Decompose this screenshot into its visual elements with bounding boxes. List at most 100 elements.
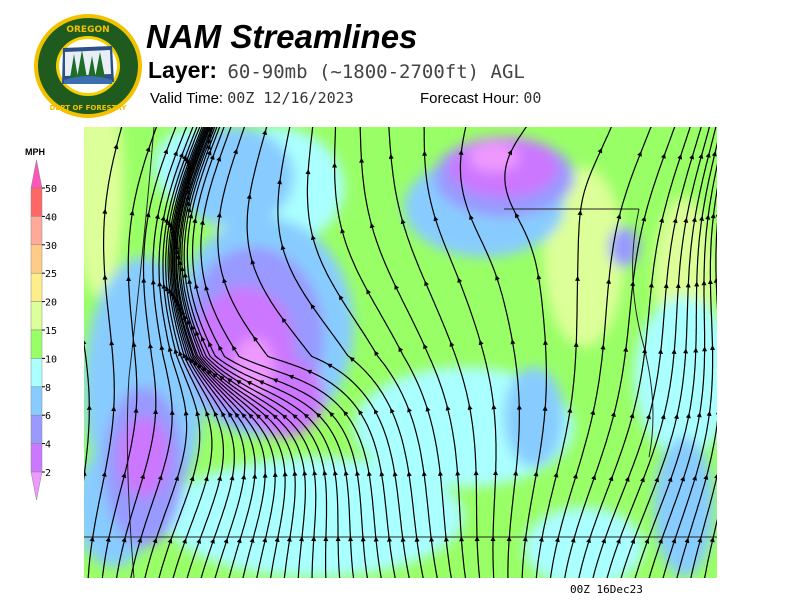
streamline-arrow bbox=[553, 472, 559, 478]
streamline-arrow bbox=[644, 538, 650, 544]
streamline-arrow bbox=[140, 473, 145, 480]
streamline-arrow bbox=[340, 227, 346, 234]
streamline-arrow bbox=[169, 409, 175, 415]
streamline-arrow bbox=[228, 411, 233, 418]
streamline-arrow bbox=[178, 350, 183, 357]
streamline-arrow bbox=[358, 409, 364, 416]
streamline-arrow bbox=[216, 212, 222, 218]
streamline-arrow bbox=[226, 378, 233, 383]
streamline-arrow bbox=[263, 414, 270, 420]
streamline-arrow bbox=[189, 475, 195, 482]
wind-speed-region bbox=[234, 337, 274, 397]
streamline-arrow bbox=[277, 179, 283, 185]
streamline-arrow bbox=[406, 471, 412, 477]
streamline-arrow bbox=[458, 149, 464, 155]
streamline-arrow bbox=[457, 277, 463, 283]
streamline-arrow bbox=[210, 538, 215, 544]
streamline-arrow bbox=[109, 340, 115, 346]
streamline-arrow bbox=[323, 536, 329, 542]
streamline-arrow bbox=[667, 476, 673, 483]
streamline bbox=[535, 127, 612, 578]
state-borders bbox=[84, 127, 717, 578]
legend-tick-label: 6 bbox=[45, 411, 51, 422]
streamline-arrow bbox=[570, 537, 576, 543]
streamline-arrow bbox=[388, 153, 394, 159]
coastline bbox=[126, 127, 155, 578]
streamline-arrow bbox=[217, 475, 223, 481]
streamline-arrow bbox=[281, 414, 288, 420]
streamline-arrow bbox=[255, 413, 262, 420]
streamline-arrow bbox=[111, 406, 117, 412]
streamline-arrow bbox=[105, 536, 111, 543]
wind-speed-region bbox=[544, 167, 624, 347]
streamline-arrow bbox=[689, 153, 695, 160]
streamline bbox=[158, 127, 201, 578]
wind-speed-region bbox=[504, 367, 564, 467]
streamline-arrow bbox=[343, 470, 349, 476]
streamline bbox=[175, 127, 286, 578]
streamline-arrow bbox=[246, 193, 252, 200]
streamline-arrow bbox=[102, 208, 108, 214]
streamline-arrow bbox=[188, 213, 194, 219]
streamline-arrow bbox=[491, 404, 497, 410]
streamline-arrow bbox=[322, 470, 328, 476]
streamline-arrow bbox=[84, 470, 87, 476]
streamline-arrow bbox=[206, 138, 211, 144]
streamline-arrow bbox=[213, 411, 219, 417]
streamline bbox=[549, 127, 652, 578]
streamline-arrow bbox=[173, 150, 178, 157]
legend-swatch bbox=[30, 244, 43, 274]
streamline-arrow bbox=[567, 407, 573, 413]
streamline-arrow bbox=[86, 404, 92, 410]
streamline-arrow bbox=[205, 410, 210, 417]
streamline bbox=[277, 127, 424, 578]
streamline bbox=[171, 127, 256, 578]
streamline-arrow bbox=[394, 284, 400, 290]
streamline-arrow bbox=[706, 410, 712, 417]
streamline-arrow bbox=[174, 249, 180, 255]
streamline-arrow bbox=[445, 405, 451, 411]
streamline-arrow bbox=[437, 470, 443, 476]
streamline-arrow bbox=[218, 345, 223, 351]
streamline bbox=[177, 127, 307, 578]
streamline bbox=[704, 518, 717, 578]
streamline-arrow bbox=[126, 275, 132, 282]
streamline-arrow bbox=[586, 537, 591, 544]
streamline-arrow bbox=[208, 341, 213, 348]
streamline-arrow bbox=[637, 151, 642, 157]
streamline bbox=[179, 127, 317, 578]
streamline-arrow bbox=[538, 536, 544, 542]
streamline-arrow bbox=[141, 277, 147, 283]
streamline-arrow bbox=[624, 476, 630, 482]
streamline-arrow bbox=[616, 213, 622, 220]
streamline-arrow bbox=[469, 214, 474, 221]
streamline-arrow bbox=[183, 156, 189, 163]
streamline-arrow bbox=[338, 294, 344, 301]
streamline-arrow bbox=[642, 348, 648, 354]
legend-swatch bbox=[30, 386, 43, 416]
streamline-arrow bbox=[455, 470, 461, 476]
streamline-arrow bbox=[449, 341, 455, 347]
streamline bbox=[690, 473, 717, 578]
streamline-arrow bbox=[425, 406, 431, 412]
streamline-arrow bbox=[373, 536, 379, 542]
streamline-arrow bbox=[153, 408, 159, 414]
streamline-arrow bbox=[398, 346, 404, 353]
streamline-arrow bbox=[683, 348, 689, 354]
streamline-arrow bbox=[379, 471, 385, 477]
streamline-arrow bbox=[194, 283, 199, 289]
streamline bbox=[173, 127, 266, 578]
streamline-arrow bbox=[206, 149, 212, 156]
streamline-arrow bbox=[680, 476, 686, 482]
streamline-arrow bbox=[157, 281, 163, 287]
streamline-arrow bbox=[366, 288, 371, 295]
forecast-hour: Forecast Hour: 00 bbox=[420, 89, 541, 107]
streamline-arrow bbox=[250, 259, 256, 265]
streamline-arrow bbox=[355, 470, 360, 477]
streamline-arrow bbox=[182, 352, 188, 359]
streamline bbox=[176, 127, 296, 578]
streamline-arrow bbox=[422, 150, 428, 156]
streamline-arrow bbox=[623, 346, 629, 352]
svg-text:OREGON: OREGON bbox=[66, 25, 109, 35]
streamline bbox=[144, 127, 194, 578]
